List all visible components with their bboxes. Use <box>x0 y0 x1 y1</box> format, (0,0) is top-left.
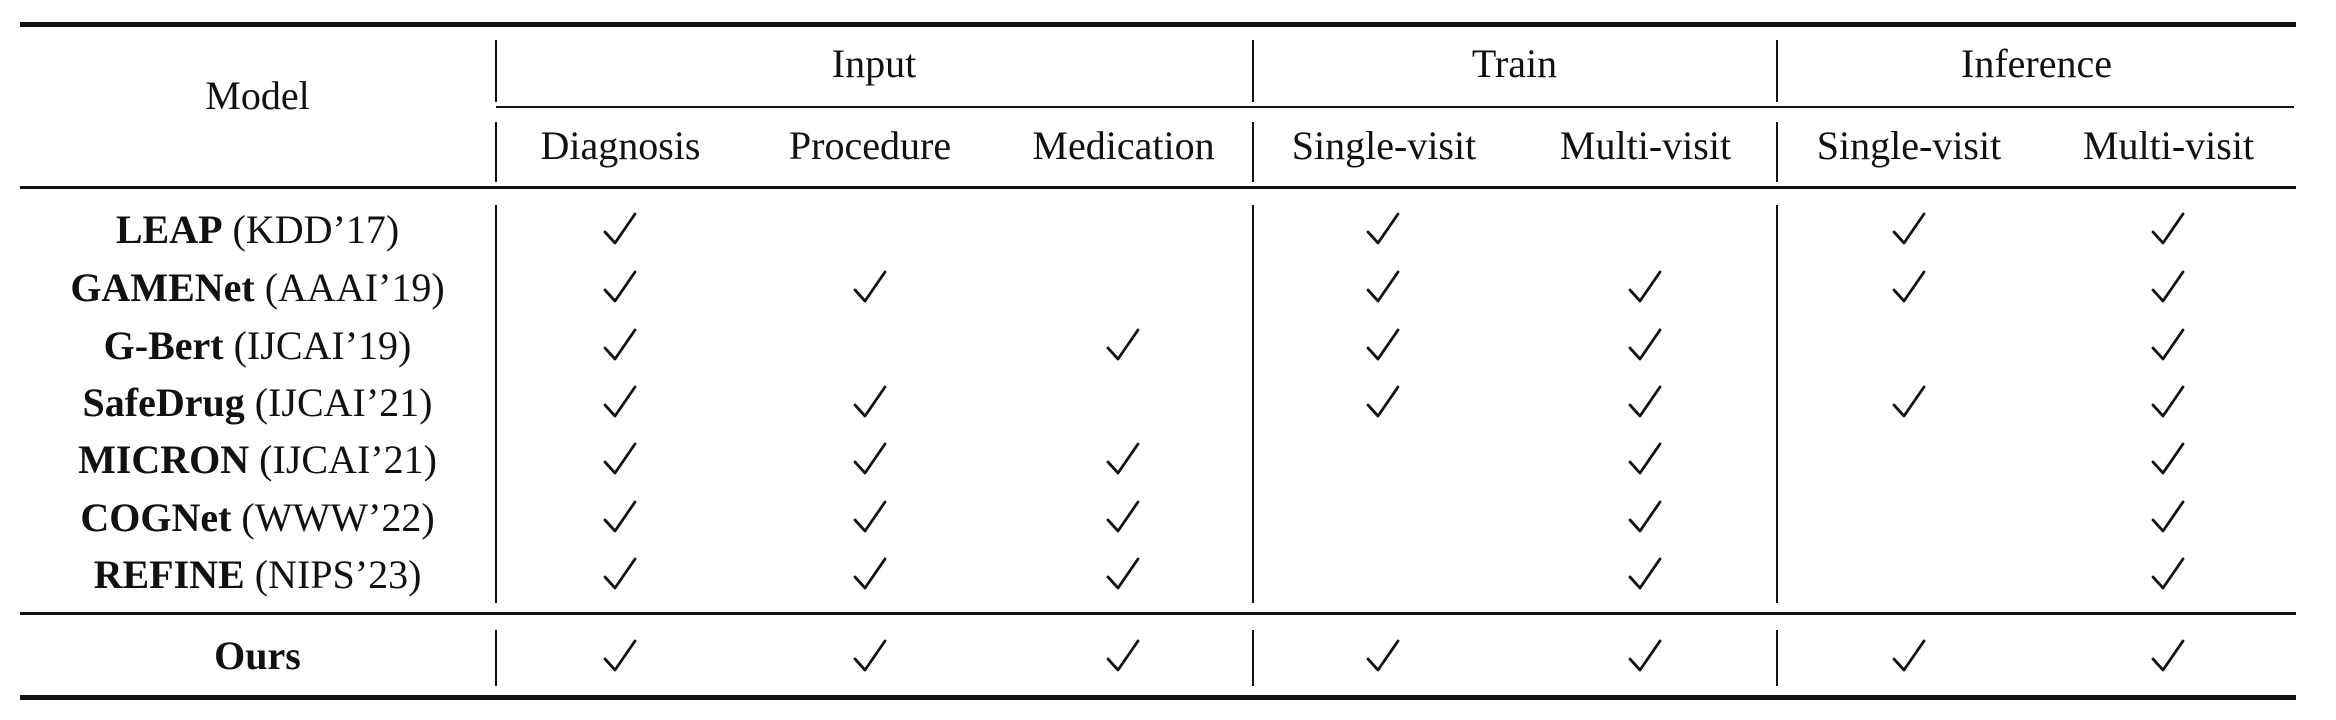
model-venue: (KDD’17) <box>232 207 400 252</box>
vertical-rule-model-ours <box>495 630 497 686</box>
check-mark <box>596 205 644 253</box>
vertical-rule-train-ours <box>1252 630 1254 686</box>
model-venue: (IJCAI’21) <box>259 437 437 482</box>
check-mark <box>2144 550 2192 598</box>
check-mark <box>1099 632 1147 680</box>
check-mark <box>1621 435 1669 483</box>
model-row-gamenet: GAMENet (AAAI’19) <box>20 268 495 308</box>
vertical-rule-inference-body <box>1776 205 1778 603</box>
subheader-inference-single-visit: Single-visit <box>1816 123 2002 168</box>
check-mark <box>1621 632 1669 680</box>
check-mark <box>1359 632 1407 680</box>
vertical-rule-inference-sub <box>1776 122 1778 182</box>
vertical-rule-inference-ours <box>1776 630 1778 686</box>
check-mark <box>1885 632 1933 680</box>
header-bottom-rule <box>20 186 2296 189</box>
model-venue: (IJCAI’21) <box>254 380 433 425</box>
subheader-diagnosis: Diagnosis <box>540 123 701 168</box>
input-group-header: Input <box>831 41 917 86</box>
check-mark <box>1099 321 1147 369</box>
model-name: GAMENet <box>70 265 255 310</box>
check-mark <box>2144 632 2192 680</box>
comparison-table: Model Input Train Inference Diagnosis Pr… <box>20 22 2296 700</box>
model-row-leap: LEAP (KDD’17) <box>20 210 495 250</box>
subheader-train-single-visit: Single-visit <box>1291 123 1477 168</box>
check-mark <box>1099 435 1147 483</box>
check-mark <box>2144 378 2192 426</box>
check-mark <box>846 493 894 541</box>
check-mark <box>596 550 644 598</box>
vertical-rule-train-sub <box>1252 122 1254 182</box>
model-venue: (WWW’22) <box>241 495 435 540</box>
check-mark <box>2144 263 2192 311</box>
check-mark <box>596 321 644 369</box>
model-name: LEAP <box>115 207 223 252</box>
ours-separator-rule <box>20 612 2296 615</box>
inference-group-header: Inference <box>1961 41 2112 86</box>
check-mark <box>1359 378 1407 426</box>
check-mark <box>846 435 894 483</box>
check-mark <box>1099 493 1147 541</box>
vertical-rule-train-body <box>1252 205 1254 603</box>
check-mark <box>2144 493 2192 541</box>
model-name: REFINE <box>93 552 245 597</box>
check-mark <box>2144 435 2192 483</box>
model-row-refine: REFINE (NIPS’23) <box>20 555 495 595</box>
check-mark <box>1621 321 1669 369</box>
model-venue: (AAAI’19) <box>264 265 445 310</box>
vertical-rule-input-top <box>495 40 497 102</box>
vertical-rule-inference-top <box>1776 40 1778 102</box>
check-mark <box>596 632 644 680</box>
check-mark <box>846 550 894 598</box>
check-mark <box>2144 205 2192 253</box>
model-name: G-Bert <box>103 323 224 368</box>
subheader-inference-multi-visit: Multi-visit <box>2082 123 2255 168</box>
check-mark <box>1621 263 1669 311</box>
check-mark <box>1359 321 1407 369</box>
top-rule <box>20 22 2296 27</box>
check-mark <box>846 378 894 426</box>
model-name: Ours <box>214 633 301 678</box>
model-row-g-bert: G-Bert (IJCAI’19) <box>20 326 495 366</box>
vertical-rule-train-top <box>1252 40 1254 102</box>
vertical-rule-model-body <box>495 205 497 603</box>
subheader-procedure: Procedure <box>788 123 952 168</box>
vertical-rule-input-sub <box>495 122 497 182</box>
check-mark <box>2144 321 2192 369</box>
check-mark <box>1885 205 1933 253</box>
check-mark <box>846 632 894 680</box>
model-row-cognet: COGNet (WWW’22) <box>20 498 495 538</box>
train-group-header: Train <box>1471 41 1558 86</box>
check-mark <box>596 493 644 541</box>
check-mark <box>1621 378 1669 426</box>
model-venue: (IJCAI’19) <box>233 323 412 368</box>
model-name: COGNet <box>80 495 232 540</box>
model-name: MICRON <box>78 437 250 482</box>
group-rule <box>496 106 2294 108</box>
check-mark <box>846 263 894 311</box>
bottom-rule <box>20 695 2296 700</box>
model-row-safedrug: SafeDrug (IJCAI’21) <box>20 383 495 423</box>
check-mark <box>1885 263 1933 311</box>
check-mark <box>1359 263 1407 311</box>
model-row-micron: MICRON (IJCAI’21) <box>20 440 495 480</box>
check-mark <box>1621 550 1669 598</box>
model-name: SafeDrug <box>82 380 245 425</box>
check-mark <box>596 435 644 483</box>
check-mark <box>1885 378 1933 426</box>
model-venue: (NIPS’23) <box>254 552 422 597</box>
check-mark <box>1621 493 1669 541</box>
subheader-medication: Medication <box>1032 123 1215 168</box>
model-row-ours: Ours <box>20 636 495 676</box>
subheader-train-multi-visit: Multi-visit <box>1559 123 1732 168</box>
check-mark <box>1359 205 1407 253</box>
model-header: Model <box>205 73 310 118</box>
check-mark <box>596 378 644 426</box>
check-mark <box>596 263 644 311</box>
check-mark <box>1099 550 1147 598</box>
